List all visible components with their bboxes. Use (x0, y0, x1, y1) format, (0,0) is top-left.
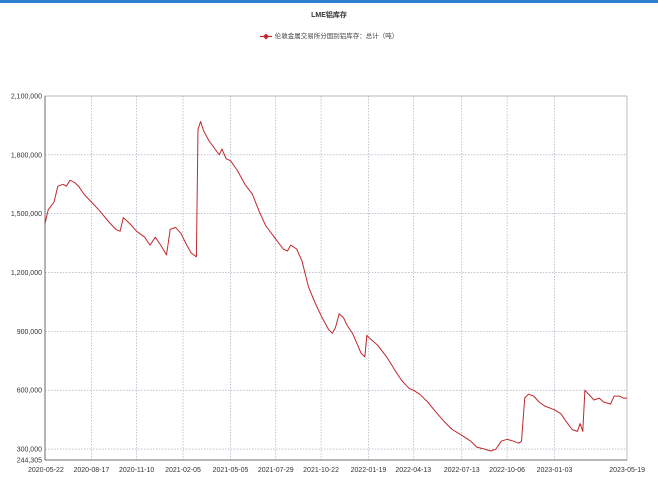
x-tick-label: 2021-05-05 (213, 467, 249, 474)
x-tick-label: 2021-02-05 (165, 467, 201, 474)
legend-label: 伦敦金属交易所分国别铝库存：总计（吨） (274, 33, 399, 40)
x-tick-label: 2020-08-17 (73, 467, 109, 474)
y-tick-label: 244,305 (17, 458, 42, 465)
y-tick-label: 600,000 (17, 388, 42, 395)
y-tick-label: 900,000 (17, 329, 42, 336)
legend: 伦敦金属交易所分国别铝库存：总计（吨） (0, 30, 658, 40)
series-line (44, 121, 627, 452)
x-tick-label: 2021-10-22 (303, 467, 339, 474)
legend-marker-icon (259, 33, 272, 40)
x-tick-label: 2023-05-19 (609, 467, 645, 474)
x-tick-label: 2022-07-13 (444, 467, 480, 474)
y-tick-label: 300,000 (17, 447, 42, 454)
x-tick-label: 2022-10-06 (489, 467, 525, 474)
y-tick-label: 2,100,000 (11, 94, 42, 101)
chart-title: LME铝库存 (311, 12, 347, 19)
y-tick-label: 1,800,000 (11, 152, 42, 159)
y-tick-label: 1,200,000 (11, 270, 42, 277)
x-tick-label: 2020-05-22 (28, 467, 64, 474)
x-tick-label: 2023-01-03 (537, 467, 573, 474)
x-tick-label: 2022-04-13 (395, 467, 431, 474)
plot-area (44, 95, 628, 461)
x-tick-label: 2020-11-10 (119, 467, 154, 474)
y-tick-label: 1,500,000 (11, 211, 42, 218)
x-tick-label: 2022-01-19 (351, 467, 387, 474)
x-tick-label: 2021-07-29 (258, 467, 294, 474)
top-border (0, 0, 658, 3)
